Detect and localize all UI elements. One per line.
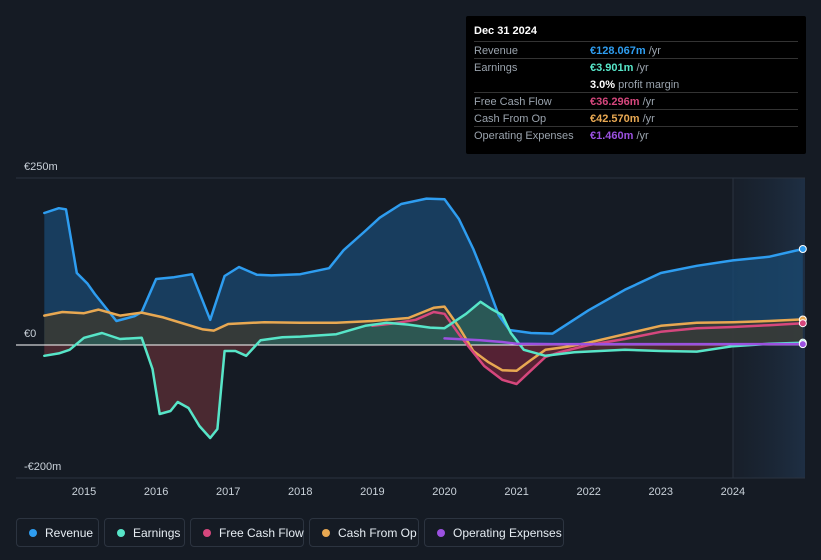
x-tick-label: 2019 xyxy=(360,486,384,498)
revenue-line xyxy=(43,197,805,335)
legend-item-operating-expenses[interactable]: Operating Expenses xyxy=(424,518,564,547)
legend-dot-icon xyxy=(203,529,211,537)
legend-dot-icon xyxy=(29,529,37,537)
x-tick-label: 2018 xyxy=(288,486,312,498)
legend-item-cash-from-op[interactable]: Cash From Op xyxy=(309,518,419,547)
earnings-area-negative xyxy=(44,345,803,438)
legend-label: Free Cash Flow xyxy=(219,526,304,540)
x-tick-label: 2022 xyxy=(576,486,600,498)
x-tick-label: 2015 xyxy=(72,486,96,498)
legend-label: Operating Expenses xyxy=(453,526,562,540)
earnings-line xyxy=(43,300,805,440)
x-tick-label: 2020 xyxy=(432,486,456,498)
tooltip-row-revenue: Revenue €128.067m /yr xyxy=(474,41,798,59)
x-tick-label: 2023 xyxy=(649,486,673,498)
legend-label: Cash From Op xyxy=(338,526,417,540)
x-tick-label: 2021 xyxy=(504,486,528,498)
free-cash-flow-line xyxy=(371,310,805,386)
tooltip-row-opex: Operating Expenses €1.460m /yr xyxy=(474,126,798,144)
operating-expenses-line xyxy=(443,337,805,346)
tooltip-value: €128.067m /yr xyxy=(590,45,661,57)
operating-expenses-endpoint xyxy=(798,340,807,349)
tooltip-value: €36.296m /yr xyxy=(590,96,655,108)
legend-dot-icon xyxy=(117,529,125,537)
x-tick-label: 2016 xyxy=(144,486,168,498)
y-label-zero: €0 xyxy=(24,328,36,340)
tooltip-label: Revenue xyxy=(474,45,519,57)
tooltip-value: 3.0% profit margin xyxy=(590,79,680,91)
legend-dot-icon xyxy=(437,529,445,537)
y-label-bottom: -€200m xyxy=(24,461,61,473)
tooltip-row-fcf: Free Cash Flow €36.296m /yr xyxy=(474,92,798,110)
tooltip-label: Free Cash Flow xyxy=(474,96,552,108)
legend-item-revenue[interactable]: Revenue xyxy=(16,518,99,547)
tooltip: Dec 31 2024 Revenue €128.067m /yr Earnin… xyxy=(466,16,806,154)
legend-label: Revenue xyxy=(45,526,94,540)
revenue-endpoint xyxy=(798,245,807,253)
legend-item-free-cash-flow[interactable]: Free Cash Flow xyxy=(190,518,304,547)
legend-dot-icon xyxy=(322,529,330,537)
revenue-area xyxy=(44,198,803,345)
tooltip-label: Earnings xyxy=(474,62,518,74)
y-label-top: €250m xyxy=(24,161,58,173)
tooltip-row-cfo: Cash From Op €42.570m /yr xyxy=(474,109,798,127)
legend-item-earnings[interactable]: Earnings xyxy=(104,518,185,547)
tooltip-value: €3.901m /yr xyxy=(590,62,649,74)
x-tick-label: 2017 xyxy=(216,486,240,498)
tooltip-row-margin: 3.0% profit margin xyxy=(474,75,798,93)
x-tick-label: 2024 xyxy=(721,486,745,498)
legend-label: Earnings xyxy=(133,526,181,540)
earnings-area-positive xyxy=(44,301,803,345)
tooltip-value: €42.570m /yr xyxy=(590,113,655,125)
tooltip-label: Cash From Op xyxy=(474,113,547,125)
tooltip-date: Dec 31 2024 xyxy=(474,25,537,37)
tooltip-value: €1.460m /yr xyxy=(590,130,649,142)
cash-from-op-line xyxy=(43,305,805,373)
free-cash-flow-endpoint xyxy=(798,319,807,328)
tooltip-label: Operating Expenses xyxy=(474,130,574,142)
tooltip-row-earnings: Earnings €3.901m /yr xyxy=(474,58,798,76)
